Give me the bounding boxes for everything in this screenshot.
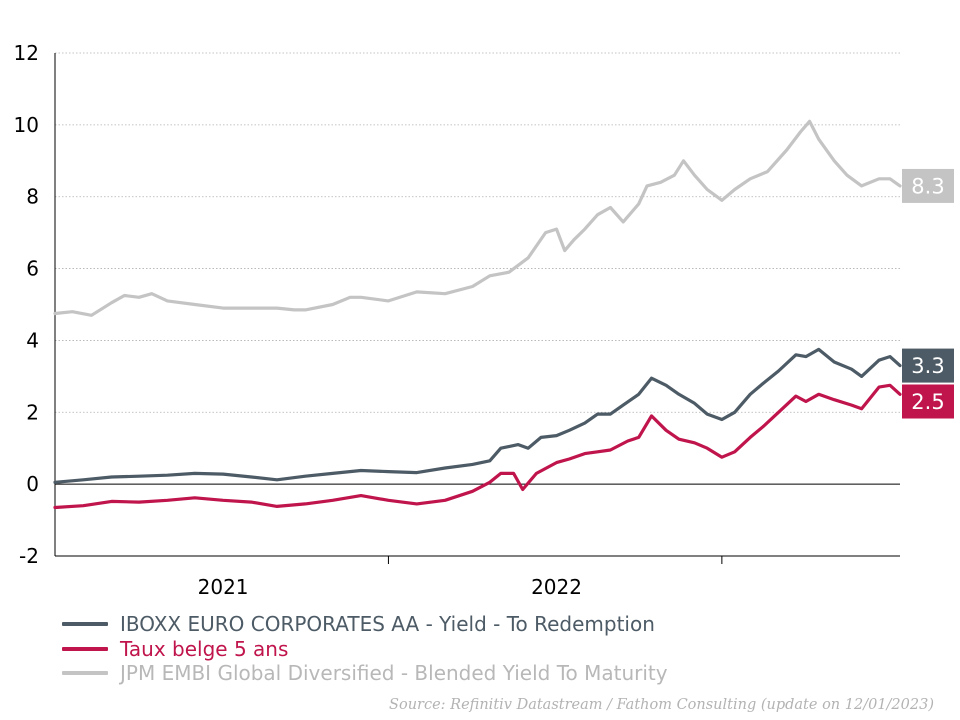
y-tick-label: 4 [26, 328, 39, 352]
y-tick-label: 8 [26, 185, 39, 209]
legend-label-embi: JPM EMBI Global Diversified - Blended Yi… [120, 661, 668, 686]
legend: IBOXX EURO CORPORATES AA - Yield - To Re… [62, 612, 668, 686]
end-label-value: 8.3 [911, 174, 944, 198]
x-tick-label: 2021 [198, 575, 249, 599]
legend-swatch-embi [62, 671, 108, 676]
end-label-box [902, 348, 954, 383]
x-axis: 2021 2022 [55, 555, 900, 599]
end-labels: 8.3 3.3 2.5 [902, 168, 954, 419]
y-tick-label: 0 [26, 472, 39, 496]
series-line [53, 119, 902, 317]
legend-label-iboxx: IBOXX EURO CORPORATES AA - Yield - To Re… [120, 612, 655, 637]
legend-swatch-iboxx [62, 622, 108, 627]
y-axis: -2 0 2 4 6 8 10 12 [14, 41, 56, 568]
end-label-box [902, 168, 954, 203]
x-tick-label: 2022 [531, 575, 582, 599]
y-tick-label: 6 [26, 257, 39, 281]
y-tick-label: 2 [26, 400, 39, 424]
line-chart: -2 0 2 4 6 8 10 12 2021 2022 8.3 3.3 2.5 [14, 41, 954, 599]
series-lines [53, 119, 902, 510]
series-line [53, 347, 902, 484]
series-line [53, 383, 902, 510]
y-tick-label: 12 [14, 41, 39, 65]
end-label-value: 2.5 [911, 390, 944, 414]
legend-item-iboxx: IBOXX EURO CORPORATES AA - Yield - To Re… [62, 612, 668, 637]
end-label-value: 3.3 [911, 354, 944, 378]
end-label-box [902, 384, 954, 419]
legend-swatch-belgian-5y [62, 646, 108, 651]
gridlines [55, 52, 900, 485]
source-note: Source: Refinitiv Datastream / Fathom Co… [389, 697, 934, 713]
y-tick-label: -2 [19, 544, 39, 568]
y-tick-label: 10 [14, 113, 39, 137]
legend-item-embi: JPM EMBI Global Diversified - Blended Yi… [62, 661, 668, 686]
legend-label-belgian-5y: Taux belge 5 ans [120, 636, 289, 661]
legend-item-belgian-5y: Taux belge 5 ans [62, 637, 668, 662]
